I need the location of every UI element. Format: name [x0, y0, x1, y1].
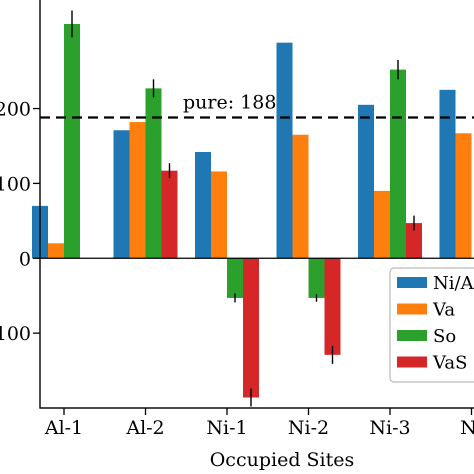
- bar-va-ni-3: [374, 190, 390, 259]
- bar-ni-a-ni-2: [276, 42, 293, 259]
- bar-ni-a-ni: [439, 89, 456, 259]
- x-tick-label: Al-2: [125, 417, 164, 439]
- bar-vas-ni-2: [324, 258, 341, 355]
- legend-swatch: [397, 330, 427, 341]
- bar-ni-a-al-2: [113, 130, 130, 259]
- bar-va-al-2: [129, 122, 146, 259]
- bar-vas-al-2: [161, 170, 178, 259]
- legend-label: So: [433, 326, 456, 347]
- reference-label: pure: 188: [183, 92, 276, 114]
- legend-swatch: [397, 303, 427, 315]
- bar-so-ni-3: [390, 69, 406, 259]
- axes-frame: [39, 0, 474, 409]
- legend-swatch: [397, 356, 427, 368]
- bar-va-ni-2: [292, 134, 309, 259]
- bar-so-al-1: [64, 23, 80, 259]
- bar-so-ni-2: [308, 258, 325, 298]
- bar-ni-a-ni-3: [358, 104, 374, 259]
- y-tick-label: 100: [0, 323, 31, 345]
- legend-box: [389, 267, 474, 383]
- bars-layer: [32, 10, 472, 407]
- bar-so-al-2: [145, 88, 162, 259]
- y-tick-label: 0: [19, 248, 31, 270]
- legend-label: VaS: [432, 353, 467, 374]
- legend-label: Va: [432, 300, 455, 321]
- x-tick-label: Al-1: [44, 417, 83, 439]
- legend: Ni/A Va So VaS: [389, 267, 474, 383]
- bar-vas-ni-1: [243, 258, 259, 398]
- legend-label: Ni/A: [433, 273, 474, 294]
- x-axis-label: Occupied Sites: [210, 449, 355, 471]
- legend-swatch: [397, 277, 427, 288]
- x-axis: Al-1 Al-2 Ni-1 Ni-2 Ni-3 Ni: [44, 408, 474, 439]
- x-tick-label: Ni-1: [206, 417, 247, 439]
- bar-so-ni-1: [227, 258, 243, 298]
- x-tick-label: Ni-3: [369, 417, 410, 439]
- bar-ni-a-ni-1: [195, 151, 211, 259]
- bar-va-al-1: [48, 243, 64, 259]
- x-tick-label: Ni: [460, 417, 474, 439]
- y-tick-label: 200: [0, 99, 31, 121]
- bar-va-ni: [455, 133, 472, 259]
- bar-vas-ni-3: [406, 223, 422, 259]
- x-tick-label: Ni-2: [288, 417, 329, 439]
- y-tick-label: 100: [0, 173, 31, 195]
- bar-va-ni-1: [211, 171, 227, 259]
- y-axis: 100 0 100 200: [0, 99, 40, 345]
